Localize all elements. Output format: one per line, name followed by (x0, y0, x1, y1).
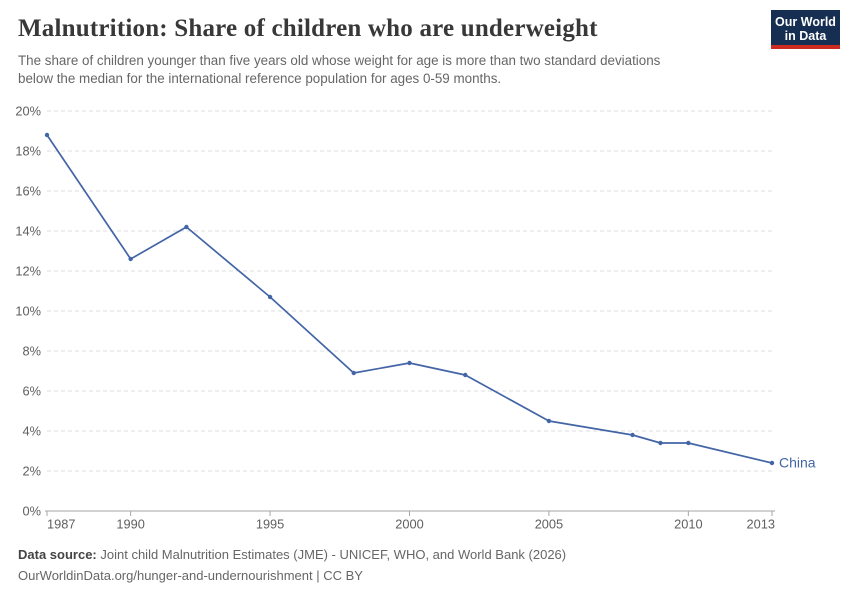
series-label-china[interactable]: China (779, 455, 816, 471)
y-axis-tick-label: 4% (23, 424, 42, 439)
owid-logo[interactable]: Our World in Data (771, 10, 840, 49)
license-text: CC BY (323, 567, 363, 583)
owid-link[interactable]: OurWorldinData.org/hunger-and-undernouri… (18, 567, 313, 583)
y-axis-tick-label: 16% (15, 184, 41, 199)
logo-line-2: in Data (784, 29, 827, 43)
data-point[interactable] (184, 224, 189, 230)
y-axis-tick-label: 12% (15, 264, 41, 279)
subtitle-line-2: below the median for the international r… (18, 70, 502, 86)
y-axis-tick-label: 6% (23, 384, 42, 399)
y-axis-tick-label: 20% (15, 104, 41, 119)
y-axis-tick-label: 10% (15, 304, 41, 319)
y-axis-tick-label: 0% (23, 504, 42, 519)
chart-subtitle: The share of children younger than five … (18, 52, 758, 87)
x-axis-tick-label: 1995 (256, 517, 284, 532)
y-axis-tick-label: 14% (15, 224, 41, 239)
chart-header: Malnutrition: Share of children who are … (18, 13, 758, 87)
data-source-label: Data source: (18, 547, 97, 562)
line-series-china[interactable] (46, 134, 773, 464)
chart-footer: Data source: Joint child Malnutrition Es… (18, 545, 566, 586)
footer-separator: | (316, 567, 320, 583)
data-point[interactable] (128, 256, 133, 262)
x-axis-tick-label: 2010 (674, 517, 702, 532)
y-axis-tick-label: 8% (23, 344, 42, 359)
x-axis-tick-label: 2005 (535, 517, 563, 532)
data-point[interactable] (267, 294, 273, 300)
data-point[interactable] (44, 132, 50, 138)
x-axis-tick-label: 2013 (747, 517, 775, 532)
footer-source-line: Data source: Joint child Malnutrition Es… (18, 545, 566, 566)
footer-license-line: OurWorldinData.org/hunger-and-undernouri… (18, 566, 566, 587)
data-point[interactable] (630, 432, 635, 438)
data-point[interactable] (769, 460, 775, 466)
data-point[interactable] (407, 360, 412, 366)
data-source-text: Joint child Malnutrition Estimates (JME)… (100, 547, 567, 562)
data-point[interactable] (351, 370, 356, 376)
data-point[interactable] (658, 440, 663, 446)
data-point[interactable] (546, 418, 552, 424)
x-axis-tick-label: 2000 (395, 517, 423, 532)
subtitle-line-1: The share of children younger than five … (18, 53, 661, 68)
page-title: Malnutrition: Share of children who are … (18, 15, 598, 42)
data-point[interactable] (463, 372, 468, 378)
logo-line-1: Our World (775, 14, 836, 29)
data-point[interactable] (686, 440, 691, 446)
x-axis-tick-label: 1987 (47, 517, 75, 532)
y-axis-tick-label: 2% (23, 464, 42, 479)
x-axis-tick-label: 1990 (116, 517, 144, 532)
y-axis-tick-label: 18% (15, 144, 41, 159)
